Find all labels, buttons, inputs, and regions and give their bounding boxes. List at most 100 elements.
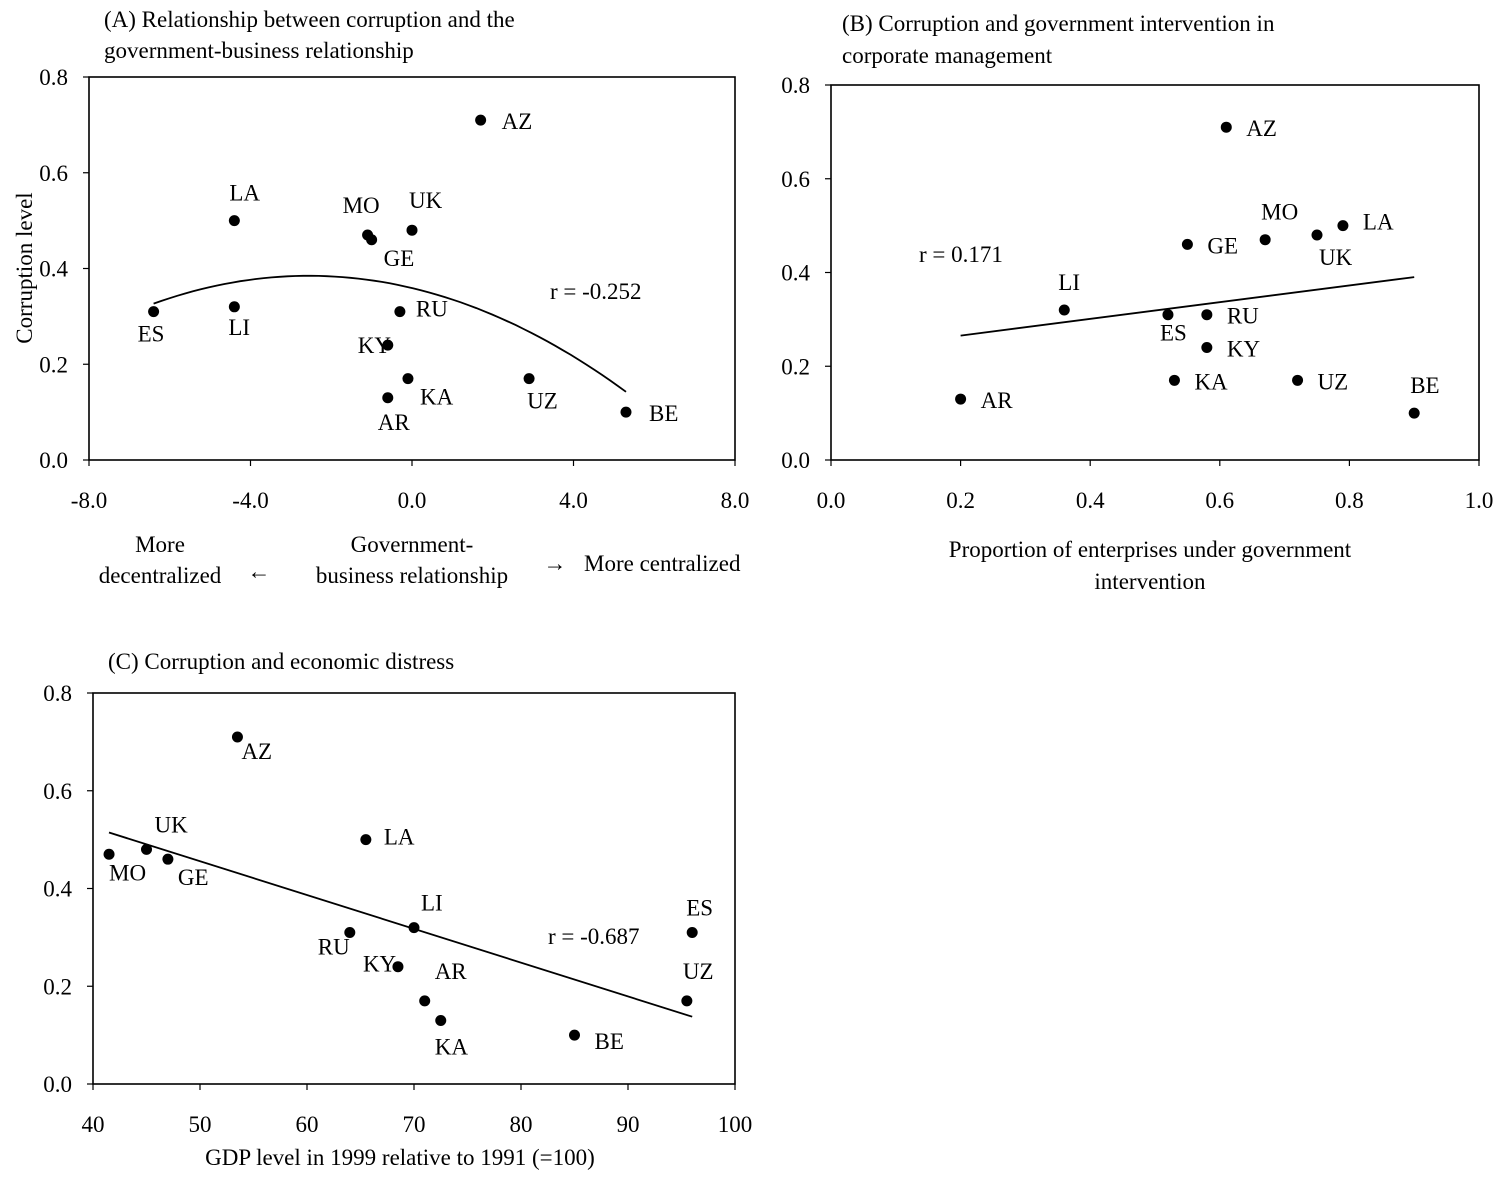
- x-tick-label: -4.0: [232, 488, 268, 513]
- point-label-uk: UK: [409, 188, 443, 213]
- data-point-uk: [141, 843, 152, 855]
- data-point-la: [1337, 220, 1349, 232]
- point-label-ka: KA: [435, 1034, 469, 1059]
- data-point-ka: [1168, 374, 1180, 386]
- data-point-la: [228, 215, 240, 227]
- point-label-uk: UK: [155, 812, 189, 837]
- x-axis-label-line-1: Government-: [351, 532, 474, 557]
- x-tick-label: 0.0: [398, 488, 427, 513]
- chart-title-line-1: (B) Corruption and government interventi…: [842, 11, 1275, 36]
- point-label-ge: GE: [384, 246, 415, 271]
- x-tick-label: 8.0: [721, 488, 750, 513]
- trend-line: [153, 274, 627, 393]
- data-point-ar: [955, 393, 967, 405]
- data-point-uk: [1311, 229, 1323, 241]
- point-label-ru: RU: [416, 297, 448, 322]
- left-arrow-icon: ←: [248, 559, 271, 584]
- x-axis-left-label-line-2: decentralized: [99, 563, 222, 588]
- point-label-ka: KA: [420, 385, 454, 410]
- x-tick-label: 60: [296, 1112, 319, 1137]
- data-point-ar: [382, 392, 394, 404]
- point-label-uz: UZ: [527, 389, 558, 414]
- point-label-ky: KY: [1227, 337, 1261, 362]
- data-point-mo: [1259, 234, 1271, 246]
- data-point-ge: [162, 853, 174, 865]
- data-point-li: [1058, 304, 1070, 316]
- data-point-es: [1162, 309, 1174, 321]
- data-point-ky: [392, 961, 404, 973]
- point-label-mo: MO: [109, 860, 146, 885]
- x-tick-label: 100: [718, 1112, 753, 1137]
- trend-line: [960, 276, 1415, 337]
- y-tick-label: 0.6: [39, 161, 68, 186]
- data-point-uz: [523, 373, 535, 385]
- point-label-ar: AR: [435, 959, 468, 984]
- point-label-be: BE: [649, 401, 678, 426]
- x-axis-label-line-2: business relationship: [316, 563, 508, 588]
- point-label-be: BE: [595, 1029, 624, 1054]
- chart-title-line-2: corporate management: [842, 43, 1053, 68]
- data-point-uz: [681, 995, 693, 1007]
- point-label-ka: KA: [1194, 369, 1228, 394]
- point-label-mo: MO: [1261, 200, 1298, 225]
- x-axis-right-label: More centralized: [584, 551, 741, 576]
- x-tick-label: 80: [510, 1112, 533, 1137]
- data-point-ka: [402, 373, 414, 385]
- point-label-la: LA: [229, 181, 260, 206]
- right-arrow-icon: →: [544, 551, 567, 576]
- data-point-ru: [394, 306, 406, 318]
- y-tick-label: 0.8: [43, 681, 72, 706]
- x-tick-label: 4.0: [559, 488, 588, 513]
- data-point-uz: [1292, 374, 1304, 386]
- data-point-li: [228, 301, 240, 313]
- point-label-es: ES: [686, 895, 713, 920]
- data-point-ka: [435, 1014, 447, 1026]
- y-tick-label: 0.8: [781, 73, 810, 98]
- y-tick-label: 0.2: [39, 352, 68, 377]
- data-point-az: [231, 731, 243, 743]
- point-label-ge: GE: [178, 865, 209, 890]
- x-tick-label: 70: [403, 1112, 426, 1137]
- correlation-annotation: r = -0.687: [548, 924, 640, 949]
- chart-title-line-1: (A) Relationship between corruption and …: [104, 7, 515, 32]
- x-tick-label: 0.8: [1335, 488, 1364, 513]
- point-label-ky: KY: [358, 333, 392, 358]
- data-point-ge: [366, 234, 378, 246]
- point-label-es: ES: [1160, 321, 1187, 346]
- point-label-ru: RU: [1227, 304, 1259, 329]
- point-label-ge: GE: [1207, 233, 1238, 258]
- x-tick-label: 0.0: [817, 488, 846, 513]
- x-tick-label: 50: [189, 1112, 212, 1137]
- data-point-be: [569, 1029, 580, 1041]
- data-point-ar: [419, 995, 431, 1007]
- y-tick-label: 0.4: [781, 261, 810, 286]
- data-point-es: [148, 306, 160, 318]
- correlation-annotation: r = 0.171: [919, 242, 1003, 267]
- panel-b: (B) Corruption and government interventi…: [781, 11, 1493, 594]
- point-label-az: AZ: [241, 739, 272, 764]
- y-tick-label: 0.6: [43, 779, 72, 804]
- data-point-be: [1408, 407, 1420, 419]
- data-point-li: [408, 922, 420, 934]
- data-point-be: [620, 406, 632, 418]
- y-tick-label: 0.6: [781, 167, 810, 192]
- data-point-uk: [406, 224, 418, 236]
- y-tick-label: 0.0: [39, 448, 68, 473]
- point-label-ru: RU: [318, 934, 350, 959]
- y-tick-label: 0.8: [39, 65, 68, 90]
- point-label-li: LI: [1058, 270, 1080, 295]
- point-label-li: LI: [228, 315, 250, 340]
- x-tick-label: 40: [82, 1112, 105, 1137]
- x-tick-label: 90: [617, 1112, 640, 1137]
- y-tick-label: 0.0: [43, 1072, 72, 1097]
- y-axis-label: Corruption level: [12, 192, 37, 343]
- y-tick-label: 0.0: [781, 448, 810, 473]
- data-point-es: [686, 926, 698, 938]
- data-point-az: [1220, 121, 1232, 133]
- y-tick-label: 0.2: [781, 354, 810, 379]
- point-label-uz: UZ: [683, 959, 714, 984]
- chart-title-line-2: government-business relationship: [104, 38, 414, 63]
- chart-title-line-1: (C) Corruption and economic distress: [108, 649, 454, 674]
- point-label-be: BE: [1410, 373, 1439, 398]
- point-label-li: LI: [421, 891, 443, 916]
